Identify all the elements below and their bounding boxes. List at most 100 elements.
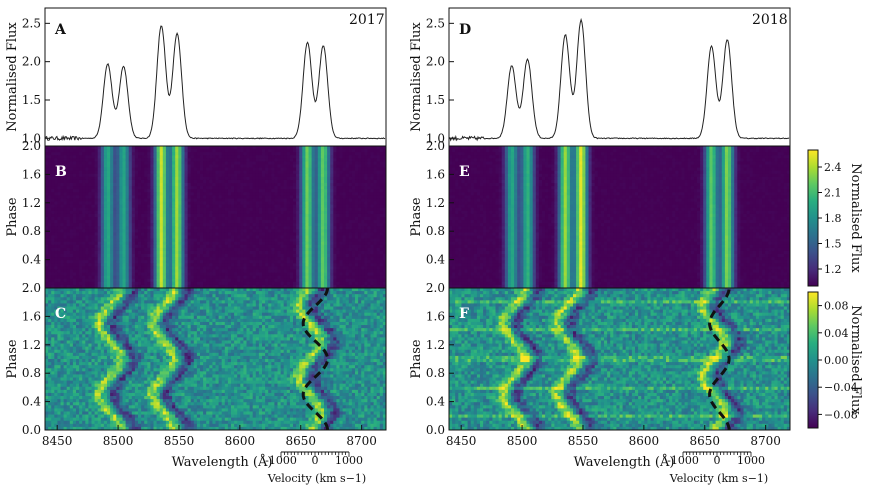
heatmap-cell — [252, 192, 257, 196]
heatmap-cell — [63, 213, 68, 218]
heatmap-cell — [91, 161, 95, 165]
heatmap-cell — [110, 176, 114, 181]
heatmap-cell — [299, 158, 303, 162]
heatmap-cell — [358, 275, 362, 280]
heatmap-cell — [88, 170, 92, 175]
heatmap-cell — [215, 241, 219, 246]
heatmap-cell — [327, 176, 331, 181]
heatmap-cell — [336, 254, 340, 258]
heatmap-cell — [134, 257, 139, 261]
heatmap-cell — [178, 167, 182, 172]
heatmap-cell — [51, 254, 55, 258]
heatmap-cell — [57, 238, 61, 243]
heatmap-cell — [119, 263, 123, 267]
heatmap-cell — [240, 186, 244, 190]
heatmap-cell — [317, 146, 322, 150]
heatmap-cell — [373, 226, 378, 230]
heatmap-cell — [355, 238, 359, 243]
heatmap-cell — [240, 244, 244, 249]
heatmap-cell — [243, 195, 247, 199]
heatmap-cell — [286, 170, 291, 175]
heatmap-cell — [293, 173, 297, 178]
heatmap-cell — [330, 229, 334, 233]
heatmap-cell — [333, 263, 337, 267]
heatmap-cell — [85, 173, 89, 178]
heatmap-cell — [103, 284, 108, 289]
heatmap-cell — [302, 238, 306, 243]
heatmap-cell — [249, 250, 254, 255]
heatmap-cell — [293, 164, 297, 169]
heatmap-cell — [336, 275, 340, 280]
heatmap-cell — [144, 278, 148, 283]
heatmap-cell — [243, 207, 247, 212]
heatmap-cell — [159, 263, 164, 267]
heatmap-cell — [110, 254, 114, 258]
heatmap-cell — [94, 210, 99, 215]
heatmap-cell — [361, 250, 365, 255]
heatmap-cell — [119, 250, 123, 255]
heatmap-cell — [289, 266, 294, 270]
heatmap-cell — [280, 278, 285, 283]
heatmap-cell — [227, 201, 232, 206]
heatmap-cell — [348, 164, 353, 169]
heatmap-cell — [156, 244, 161, 249]
heatmap-cell — [97, 254, 102, 258]
heatmap-cell — [128, 167, 133, 172]
heatmap-cell — [94, 238, 99, 243]
heatmap-cell — [48, 257, 52, 261]
heatmap-cell — [243, 220, 247, 224]
heatmap-cell — [156, 223, 161, 227]
heatmap-cell — [361, 275, 365, 280]
heatmap-cell — [252, 238, 257, 243]
heatmap-cell — [317, 266, 322, 270]
heatmap-cell — [258, 192, 263, 196]
heatmap-cell — [227, 164, 232, 169]
heatmap-cell — [333, 244, 337, 249]
heatmap-cell — [333, 254, 337, 258]
heatmap-cell — [131, 161, 136, 165]
heatmap-cell — [206, 164, 210, 169]
heatmap-cell — [215, 235, 219, 240]
heatmap-cell — [113, 161, 117, 165]
heatmap-cell — [373, 223, 378, 227]
heatmap-cell — [382, 179, 387, 184]
heatmap-cell — [348, 207, 353, 212]
heatmap-cell — [255, 217, 260, 221]
heatmap-cell — [324, 173, 328, 178]
heatmap-cell — [69, 164, 74, 169]
heatmap-cell — [51, 250, 55, 255]
heatmap-cell — [240, 192, 244, 196]
heatmap-cell — [283, 223, 288, 227]
heatmap-cell — [252, 164, 257, 169]
heatmap-cell — [172, 229, 176, 233]
heatmap-cell — [91, 263, 95, 267]
heatmap-cell — [159, 223, 164, 227]
heatmap-cell — [317, 213, 322, 218]
heatmap-cell — [330, 217, 334, 221]
heatmap-cell — [258, 244, 263, 249]
heatmap-cell — [215, 146, 219, 150]
heatmap-cell — [100, 173, 105, 178]
heatmap-cell — [206, 201, 210, 206]
heatmap-cell — [271, 244, 275, 249]
heatmap-cell — [364, 278, 368, 283]
heatmap-cell — [382, 250, 387, 255]
heatmap-cell — [72, 167, 77, 172]
heatmap-cell — [376, 241, 381, 246]
heatmap-cell — [373, 179, 378, 184]
heatmap-cell — [187, 198, 192, 202]
heatmap-cell — [324, 146, 328, 150]
heatmap-cell — [147, 254, 151, 258]
heatmap-cell — [66, 281, 71, 286]
heatmap-cell — [215, 220, 219, 224]
heatmap-cell — [187, 204, 192, 209]
heatmap-cell — [376, 220, 381, 224]
heatmap-cell — [85, 263, 89, 267]
heatmap-cell — [289, 269, 294, 273]
heatmap-cell — [60, 272, 64, 277]
heatmap-cell — [286, 281, 291, 286]
heatmap-cell — [116, 186, 120, 190]
heatmap-cell — [72, 232, 77, 236]
heatmap-cell — [85, 247, 89, 252]
heatmap-cell — [252, 223, 257, 227]
